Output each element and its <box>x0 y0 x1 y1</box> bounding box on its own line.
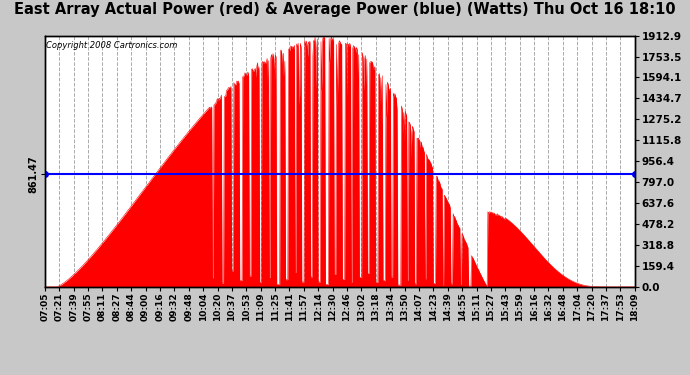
Text: East Array Actual Power (red) & Average Power (blue) (Watts) Thu Oct 16 18:10: East Array Actual Power (red) & Average … <box>14 2 676 17</box>
Text: Copyright 2008 Cartronics.com: Copyright 2008 Cartronics.com <box>46 40 177 50</box>
